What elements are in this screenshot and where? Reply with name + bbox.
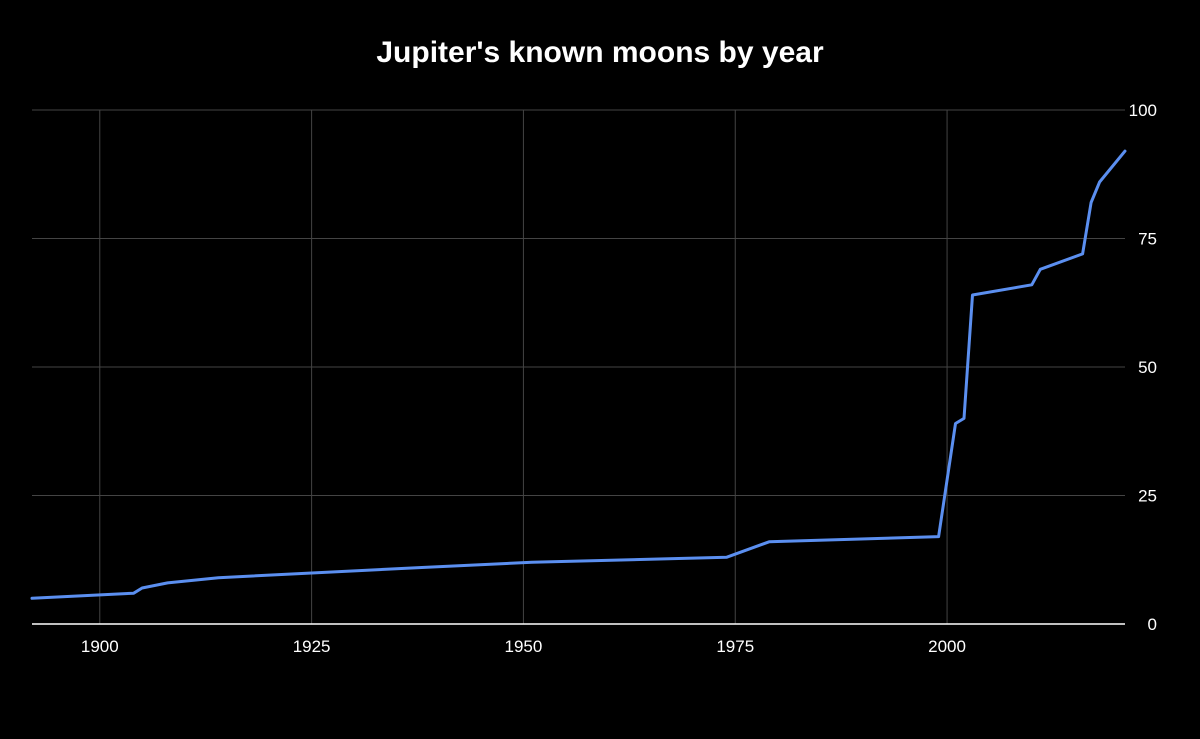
- x-axis-tick-labels: 1900 1925 1950 1975 2000: [81, 637, 966, 656]
- x-tick-label: 1975: [716, 637, 754, 656]
- y-tick-label: 75: [1138, 230, 1157, 249]
- series-lines: [30, 149, 1127, 600]
- x-tick-label: 1900: [81, 637, 119, 656]
- y-tick-label: 50: [1138, 358, 1157, 377]
- y-tick-label: 0: [1148, 615, 1157, 634]
- x-tick-label: 1950: [505, 637, 543, 656]
- series-line-0: [30, 149, 1127, 600]
- y-tick-label: 25: [1138, 487, 1157, 506]
- x-tick-label: 2000: [928, 637, 966, 656]
- y-tick-label: 100: [1129, 101, 1157, 120]
- chart-title: Jupiter's known moons by year: [376, 36, 824, 69]
- x-tick-label: 1925: [293, 637, 331, 656]
- y-axis-tick-labels: 0 25 50 75 100: [1129, 101, 1157, 634]
- grid-lines: [32, 109, 1125, 624]
